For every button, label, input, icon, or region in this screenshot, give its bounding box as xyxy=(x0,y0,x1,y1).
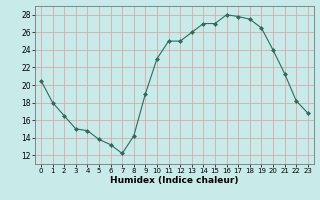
X-axis label: Humidex (Indice chaleur): Humidex (Indice chaleur) xyxy=(110,176,239,185)
